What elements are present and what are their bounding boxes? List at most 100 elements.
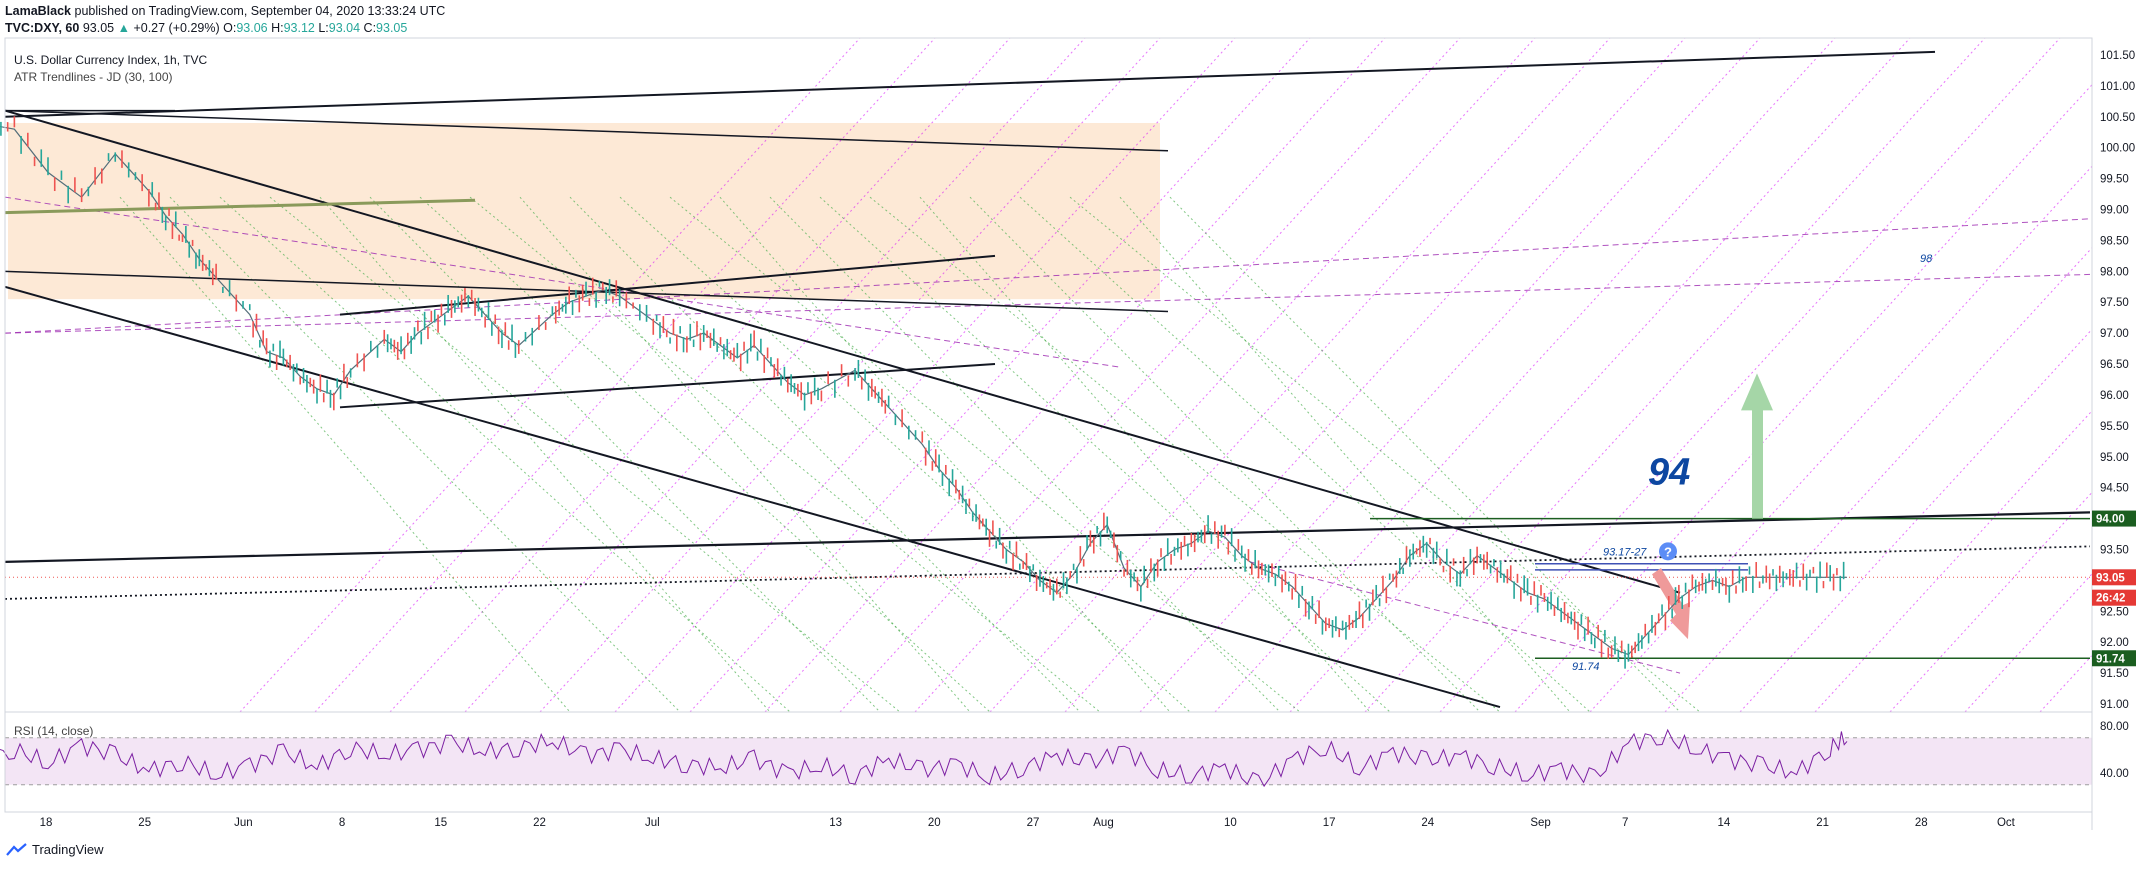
price-tick-label: 95.50 (2100, 421, 2129, 433)
black-trendline (5, 109, 1169, 152)
publish-info: published on TradingView.com, September … (74, 4, 446, 18)
legend-title: U.S. Dollar Currency Index, 1h, TVC (14, 53, 208, 67)
time-tick-label: Sep (1530, 817, 1550, 829)
axes: 101.50 101.00 100.50 100.00 99.50 99.00 98.50 9… (4, 37, 2136, 830)
green-dotted-line (119, 196, 571, 712)
down-arrow-icon (1652, 568, 1690, 640)
time-tick-label: 27 (1027, 817, 1040, 829)
tradingview-logo[interactable]: TradingView (6, 842, 104, 857)
countdown-badge: 26:42 (2096, 593, 2125, 605)
black-trendline (5, 50, 1936, 118)
green-dotted-line (869, 196, 1501, 712)
price-series (0, 116, 1847, 669)
time-tick-label: 25 (138, 817, 151, 829)
level-94-badge-bg (2092, 510, 2136, 527)
dashed-trendline (1249, 561, 1681, 674)
price-tick-label: 99.50 (2100, 174, 2129, 186)
time-tick-label: 28 (1915, 817, 1928, 829)
magenta-dotted-line (1139, 38, 1761, 712)
price-tick-label: 92.50 (2100, 606, 2129, 618)
indicator-lines (5, 38, 2092, 712)
green-dotted-line (319, 196, 771, 712)
price-tick-label: 91.00 (2100, 699, 2129, 711)
current-price-badge: 93.05 (2096, 572, 2125, 584)
time-tick-label: 21 (1816, 817, 1829, 829)
green-dotted-line (769, 196, 1281, 712)
close-value: 93.05 (376, 21, 408, 35)
price-tick-label: 98.50 (2100, 235, 2129, 247)
price-tick-label: 91.50 (2100, 668, 2129, 680)
chart-header: LamaBlack published on TradingView.com, … (5, 3, 445, 37)
close-label: C: (363, 21, 377, 35)
magenta-dotted-line (2039, 654, 2092, 712)
low-label: L: (318, 21, 329, 35)
price-tick-label: 100.00 (2100, 143, 2135, 155)
high-value: 93.12 (283, 21, 315, 35)
price-tick-label: 97.50 (2100, 297, 2129, 309)
magenta-dotted-line (1739, 328, 2092, 712)
time-tick-label: 24 (1421, 817, 1434, 829)
time-tick-label: Oct (1997, 817, 2016, 829)
time-tick-label: Aug (1093, 817, 1113, 829)
price-tick-label: 98.00 (2100, 266, 2129, 278)
low-value: 93.04 (328, 21, 361, 35)
green-dotted-line (819, 196, 1391, 712)
olive-trendline (5, 198, 476, 215)
green-dotted-line (569, 196, 1081, 712)
green-dotted-line (219, 196, 791, 712)
annotation-94: 94 (1648, 452, 1690, 494)
time-tick-label: 22 (533, 817, 546, 829)
brand-name: TradingView (32, 842, 104, 857)
black-trendline (5, 109, 1681, 594)
black-trendline (5, 285, 1501, 709)
time-tick-label: 14 (1718, 817, 1731, 829)
green-dotted-line (619, 196, 1191, 712)
black-trendline (5, 511, 2091, 563)
open-value: 93.06 (236, 21, 268, 35)
rsi-legend[interactable]: RSI (14, close) (14, 724, 94, 738)
level-9174-badge: 91.74 (2096, 653, 2125, 665)
resistance-zone (8, 122, 1160, 300)
rsi-line (0, 728, 1848, 788)
magenta-dotted-line (1439, 38, 2061, 712)
ohlc-line: TVC:DXY, 60 93.05 ▲ +0.27 (+0.29%) O:93.… (5, 20, 445, 37)
legend-indicator[interactable]: ATR Trendlines - JD (30, 100) (14, 70, 173, 84)
green-dotted-line (1069, 196, 1701, 712)
green-dotted-line (1019, 196, 1591, 712)
question-icon (1659, 542, 1677, 561)
author-name[interactable]: LamaBlack (5, 4, 72, 18)
chart-drawings: 94 93.17-27 ? 91.74 98 (5, 38, 2092, 712)
green-dotted-line (1169, 196, 1681, 712)
up-arrow-icon (1741, 373, 1773, 519)
open-label: O: (223, 21, 237, 35)
green-dotted-line (269, 196, 901, 712)
rsi-band (5, 737, 2092, 785)
green-dotted-line (419, 196, 991, 712)
question-mark: ? (1664, 544, 1672, 559)
green-dotted-line (169, 196, 681, 712)
rsi-tick-label: 80.00 (2100, 721, 2129, 733)
symbol-label: TVC:DXY, 60 (5, 21, 80, 35)
current-price-badge-bg (2092, 569, 2136, 586)
last-price: 93.05 (82, 21, 115, 35)
price-tick-label: 97.00 (2100, 328, 2129, 340)
change-value: +0.27 (+0.29%) (133, 21, 220, 35)
price-tick-label: 92.00 (2100, 637, 2129, 649)
price-tick-label: 96.50 (2100, 359, 2129, 371)
magenta-dotted-line (1214, 38, 1836, 712)
high-label: H: (271, 21, 284, 35)
level-94-badge: 94.00 (2096, 514, 2125, 526)
time-tick-label: 13 (829, 817, 842, 829)
tradingview-logo-icon (6, 842, 27, 856)
chart-legend: U.S. Dollar Currency Index, 1h, TVC ATR … (14, 52, 207, 86)
time-tick-label: 20 (928, 817, 941, 829)
time-tick-label: 17 (1323, 817, 1336, 829)
publish-line: LamaBlack published on TradingView.com, … (5, 3, 445, 20)
price-tick-label: 94.50 (2100, 483, 2129, 495)
green-dotted-line (369, 196, 881, 712)
price-tick-label: 95.00 (2100, 452, 2129, 464)
annotation-98: 98 (1920, 253, 1933, 265)
price-tick-label: 99.00 (2100, 205, 2129, 217)
time-tick-label: 10 (1224, 817, 1237, 829)
